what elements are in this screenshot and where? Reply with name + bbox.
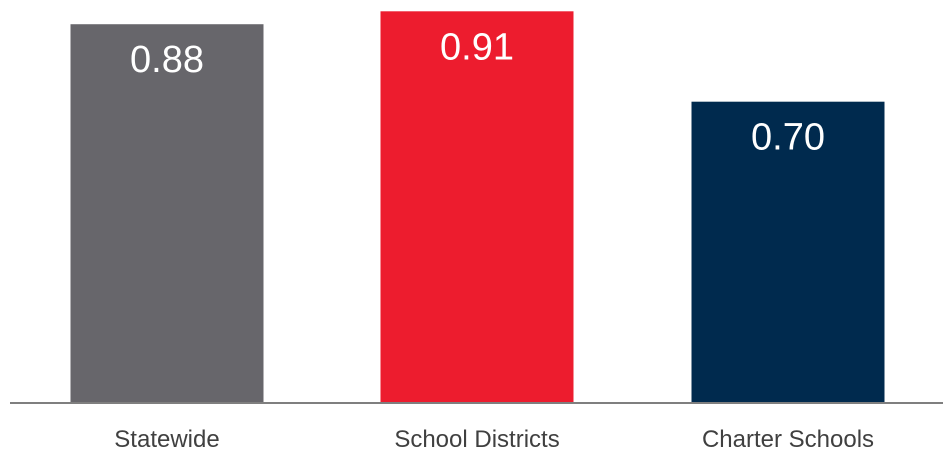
bar-charter-schools: [691, 101, 885, 404]
value-label-statewide: 0.88: [130, 39, 204, 81]
category-label-charter-schools: Charter Schools: [702, 426, 874, 453]
value-labels-group: 0.88 0.91 0.70: [130, 26, 825, 158]
value-label-charter-schools: 0.70: [751, 117, 825, 159]
category-labels-group: Statewide School Districts Charter Schools: [114, 426, 874, 453]
bar-statewide: [70, 24, 264, 403]
bar-school-districts: [380, 11, 574, 403]
category-label-school-districts: School Districts: [394, 426, 559, 453]
value-label-school-districts: 0.91: [440, 26, 514, 68]
category-label-statewide: Statewide: [114, 426, 219, 453]
bars-group: [70, 11, 885, 404]
